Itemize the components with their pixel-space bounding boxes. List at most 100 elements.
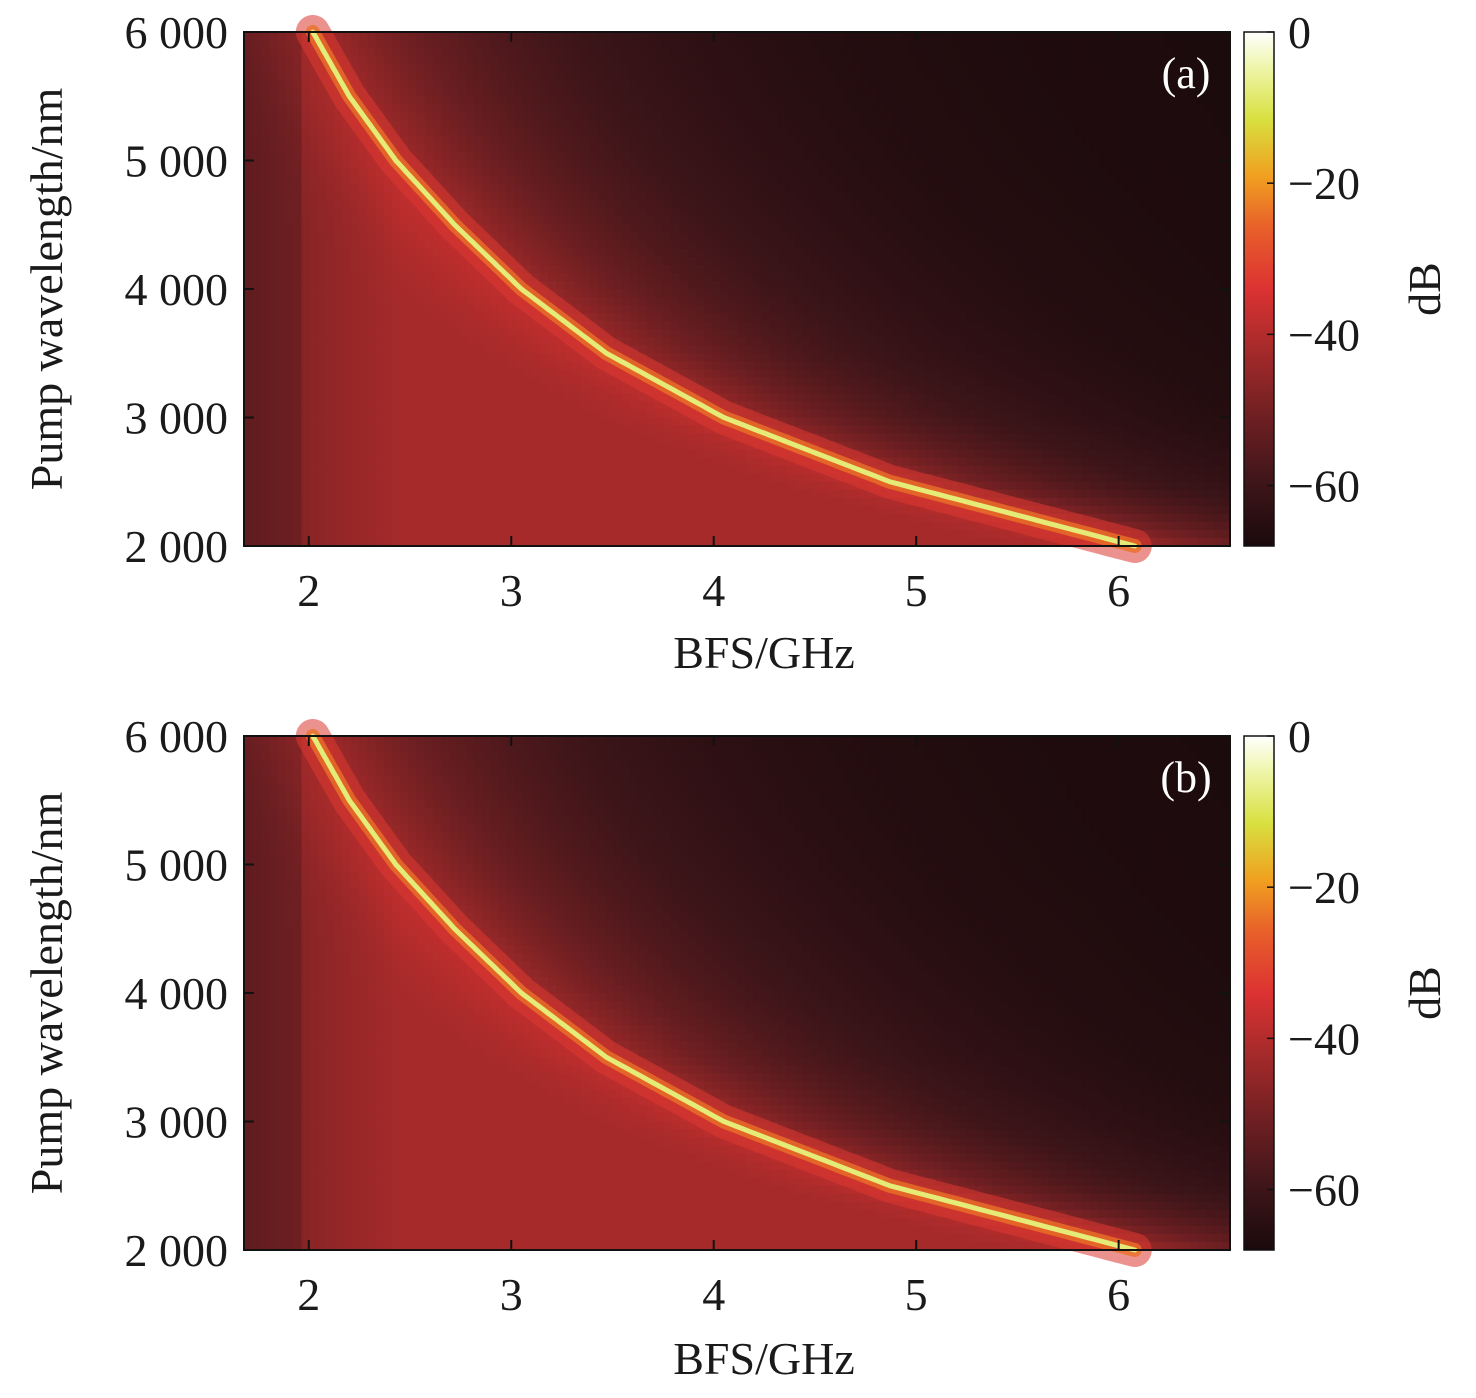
heatmap-cell <box>761 313 771 322</box>
heatmap-cell <box>663 216 672 226</box>
heatmap-cell <box>416 40 426 49</box>
heatmap-cell <box>605 144 615 154</box>
heatmap-cell <box>1180 289 1190 298</box>
heatmap-cell <box>498 353 508 362</box>
heatmap-cell <box>745 168 755 178</box>
heatmap-cell <box>465 192 475 202</box>
heatmap-cell <box>1221 128 1231 138</box>
heatmap-cell <box>597 216 607 226</box>
heatmap-cell <box>967 96 976 105</box>
heatmap-cell <box>1082 280 1091 290</box>
heatmap-cell <box>523 120 533 129</box>
heatmap-cell <box>260 289 270 298</box>
heatmap-cell <box>564 152 574 162</box>
heatmap-cell <box>737 200 746 210</box>
heatmap-cell <box>1008 168 1017 178</box>
heatmap-cell <box>432 289 442 298</box>
heatmap-cell <box>490 353 500 362</box>
heatmap-cell <box>893 313 902 322</box>
heatmap-cell <box>1172 264 1182 274</box>
heatmap-cell <box>819 88 828 97</box>
heatmap-cell <box>901 321 911 330</box>
heatmap-cell <box>769 208 779 218</box>
heatmap-cell <box>934 128 944 138</box>
heatmap-cell <box>1082 224 1091 234</box>
heatmap-cell <box>843 353 853 362</box>
heatmap-cell <box>498 80 508 89</box>
heatmap-cell <box>391 56 401 65</box>
heatmap-cell <box>1221 32 1231 41</box>
heatmap-cell <box>564 297 574 306</box>
heatmap-cell <box>350 168 360 178</box>
heatmap-cell <box>917 64 927 73</box>
heatmap-cell <box>942 264 952 274</box>
heatmap-cell <box>1172 88 1182 97</box>
heatmap-cell <box>531 208 541 218</box>
heatmap-cell <box>638 136 648 146</box>
heatmap-cell <box>1131 240 1141 250</box>
heatmap-cell <box>695 297 705 306</box>
heatmap-cell <box>934 160 944 170</box>
heatmap-cell <box>1114 88 1124 97</box>
heatmap-cell <box>654 72 664 81</box>
heatmap-cell <box>991 120 1001 129</box>
heatmap-cell <box>1172 144 1182 154</box>
heatmap-cell <box>737 240 746 250</box>
heatmap-cell <box>1049 337 1059 346</box>
heatmap-cell <box>350 208 360 218</box>
heatmap-cell <box>728 200 738 210</box>
heatmap-cell <box>654 305 664 314</box>
heatmap-cell <box>1016 160 1026 170</box>
heatmap-cell <box>852 224 861 234</box>
heatmap-cell <box>728 96 738 105</box>
heatmap-cell <box>523 112 533 121</box>
heatmap-cell <box>1221 321 1231 330</box>
heatmap-cell <box>342 297 352 306</box>
heatmap-cell <box>589 305 598 314</box>
heatmap-cell <box>1032 48 1042 57</box>
heatmap-cell <box>769 152 779 162</box>
heatmap-cell <box>737 168 746 178</box>
heatmap-cell <box>539 264 549 274</box>
heatmap-cell <box>1188 305 1198 314</box>
heatmap-cell <box>1049 240 1059 250</box>
heatmap-cell <box>958 160 968 170</box>
heatmap-cell <box>301 168 311 178</box>
heatmap-cell <box>1032 272 1042 282</box>
heatmap-cell <box>827 313 837 322</box>
heatmap-cell <box>268 289 278 298</box>
heatmap-cell <box>679 337 689 346</box>
heatmap-cell <box>1073 216 1083 226</box>
heatmap-cell <box>539 248 549 258</box>
heatmap-cell <box>728 240 738 250</box>
heatmap-cell <box>474 168 483 178</box>
heatmap-cell <box>1205 337 1215 346</box>
heatmap-cell <box>761 345 771 354</box>
heatmap-cell <box>852 72 861 81</box>
heatmap-cell <box>671 192 681 202</box>
heatmap-cell <box>868 337 878 346</box>
heatmap-cell <box>1073 256 1083 266</box>
heatmap-cell <box>1024 72 1034 81</box>
heatmap-cell <box>1049 64 1059 73</box>
heatmap-cell <box>490 120 500 129</box>
heatmap-cell <box>1032 353 1042 362</box>
heatmap-cell <box>728 192 738 202</box>
heatmap-cell <box>367 321 377 330</box>
heatmap-cell <box>1131 216 1141 226</box>
heatmap-cell <box>786 272 796 282</box>
heatmap-cell <box>843 280 853 290</box>
heatmap-cell <box>753 305 763 314</box>
heatmap-cell <box>613 144 623 154</box>
heatmap-cell <box>925 200 935 210</box>
heatmap-cell <box>564 272 574 282</box>
heatmap-cell <box>654 64 664 73</box>
heatmap-cell <box>1008 272 1017 282</box>
heatmap-cell <box>1065 305 1075 314</box>
heatmap-cell <box>917 80 927 89</box>
heatmap-cell <box>244 248 253 258</box>
heatmap-cell <box>1041 168 1050 178</box>
heatmap-cell <box>441 361 451 370</box>
heatmap-cell <box>958 144 968 154</box>
heatmap-cell <box>1106 232 1116 242</box>
